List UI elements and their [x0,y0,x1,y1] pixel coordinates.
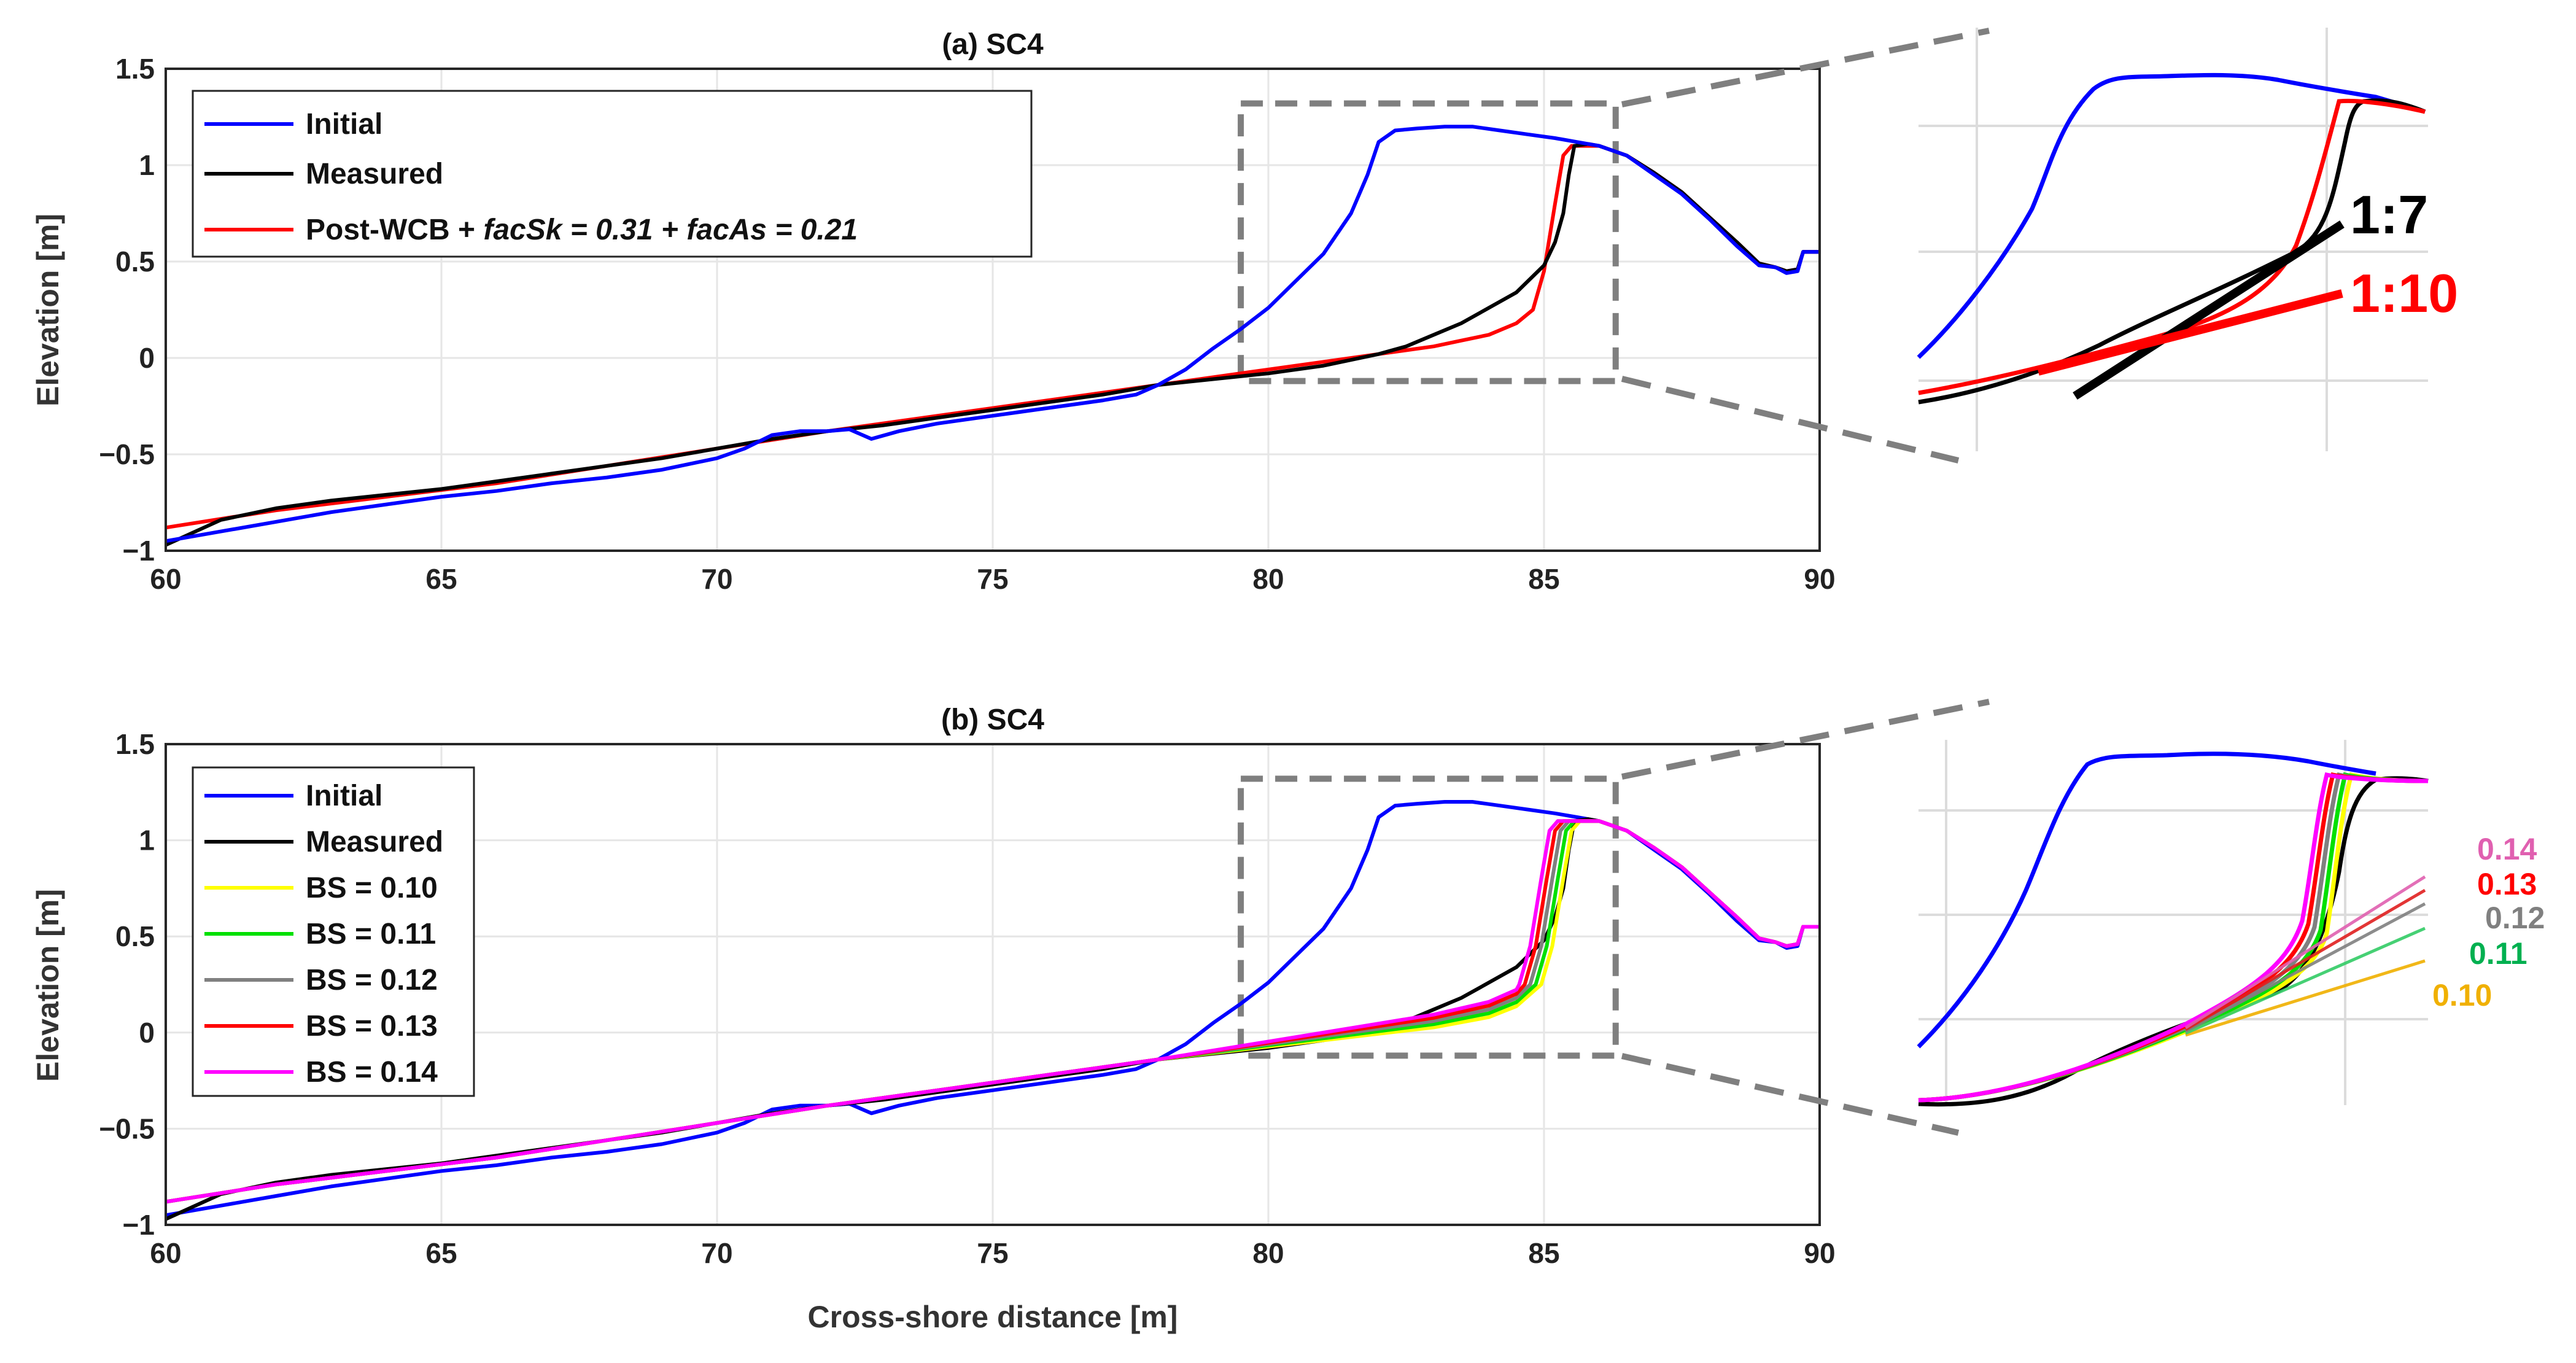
inset-b-initial-line [1917,751,2376,1049]
y-tick-label: 0.5 [115,920,155,952]
panel-a-legend-box [192,90,1033,258]
inset-a-label-1-10: 1:10 [2350,263,2458,324]
panel-b-title: (b) SC4 [941,704,1044,736]
panel-a-legend: Initial Measured Post-WCB + facSk = 0.31… [192,90,1033,258]
inset-a-connector-bottom [1621,376,1960,464]
inset-b-bs014-line [1918,772,2429,1103]
inset-a-label-1-7: 1:7 [2350,184,2428,245]
y-tick-label: 1.5 [115,728,155,760]
panel-b-zoom-box [1238,775,1619,1059]
legend-a-model-label: Post-WCB + facSk = 0.31 + facAs = 0.21 [306,214,858,246]
y-tick-label: 1 [139,149,155,181]
y-tick-label: 0.5 [115,246,155,278]
y-tick-label: 0 [139,342,155,374]
legend-a-model-prefix: Post-WCB + [306,214,483,246]
legend-a-initial-label: Initial [306,108,382,141]
inset-b-label-011: 0.11 [2469,936,2528,971]
panel-b: 60 65 70 75 80 85 90 −1 −0.5 0 0.5 1 1.5 (b) SC4 Ele… [31,699,2545,1334]
panel-b-legend: Initial Measured BS = 0.10 BS = 0.11 BS … [192,766,475,1097]
x-tick-label: 90 [1804,563,1835,595]
legend-a-measured-label: Measured [306,158,443,190]
panel-a: 60 65 70 75 80 85 90 −1 −0.5 0 0.5 1 1.5 (a) SC4 Ele… [31,28,2458,595]
panel-a-inset: 1:7 1:10 [1621,28,2458,464]
x-tick-label: 90 [1804,1237,1835,1269]
panel-b-axes-frame [165,743,1821,1226]
inset-a-slope-1-7 [2073,220,2345,400]
panel-a-title: (a) SC4 [942,28,1044,61]
zoom-box [1238,100,1619,384]
x-tick-label: 80 [1252,1237,1284,1269]
panel-a-series [165,125,1820,547]
x-tick-label: 85 [1528,563,1559,595]
inset-b-label-014: 0.14 [2477,832,2537,866]
y-tick-label: 1 [139,825,155,856]
legend-b-initial-label: Initial [306,780,382,812]
legend-a-model-facsk: facSk [483,214,563,246]
y-tick-label: 0 [139,1017,155,1049]
legend-b-bs010-label: BS = 0.10 [306,872,438,904]
inset-a-initial-line [1917,72,2426,359]
x-tick-label: 65 [425,563,457,595]
inset-b-bs013-line [1918,772,2429,1103]
inset-b-connector-top [1621,699,1990,780]
zoom-box [1238,775,1619,1059]
inset-b-slope-010 [2185,959,2426,1037]
inset-b-label-010: 0.10 [2432,978,2492,1012]
y-tick-label: −0.5 [99,1113,155,1144]
x-tick-label: 70 [701,1237,732,1269]
x-tick-label: 65 [425,1237,457,1269]
legend-a-model-facas-val: = 0.21 [767,214,858,246]
legend-b-measured-label: Measured [306,826,443,858]
series-line-a-initial [165,125,1820,543]
inset-b-label-012: 0.12 [2485,901,2545,935]
inset-a-connector-top [1621,28,1990,107]
x-tick-label: 85 [1528,1237,1559,1269]
legend-b-bs011-label: BS = 0.11 [306,918,436,950]
panel-b-inset: 0.14 0.13 0.12 0.11 0.10 [1621,699,2545,1136]
inset-b-slope-011 [2184,926,2426,1035]
x-tick-label: 75 [977,563,1008,595]
x-tick-label: 75 [977,1237,1008,1269]
legend-b-bs014-label: BS = 0.14 [306,1056,438,1089]
inset-b-bs011-line [1918,772,2429,1103]
panel-a-ticks: 60 65 70 75 80 85 90 −1 −0.5 0 0.5 1 1.5 [99,53,1835,595]
y-tick-label: −0.5 [99,438,155,470]
legend-b-bs013-label: BS = 0.13 [306,1010,438,1043]
panel-b-xlabel: Cross-shore distance [m] [808,1300,1178,1334]
panel-b-ticks: 60 65 70 75 80 85 90 −1 −0.5 0 0.5 1 1.5 [99,728,1835,1269]
inset-b-bs010-line [1918,772,2429,1103]
series-line-b-bs-0-14 [165,819,1820,1204]
x-tick-label: 80 [1252,563,1284,595]
inset-a-model-line [1918,98,2426,395]
inset-b-measured-line [1918,776,2429,1107]
inset-b-slope-012 [2184,902,2426,1033]
x-tick-label: 70 [701,563,732,595]
legend-b-bs012-label: BS = 0.12 [306,964,438,996]
legend-a-model-facsk-val: = 0.31 + [562,214,686,246]
panel-b-legend-box [192,766,475,1097]
x-tick-label: 60 [150,563,181,595]
inset-b-slope-013 [2184,888,2426,1031]
inset-a-slope-1-10 [2037,289,2343,376]
panel-b-series [165,800,1820,1221]
inset-b-label-013: 0.13 [2477,867,2537,901]
y-tick-label: 1.5 [115,53,155,85]
x-tick-label: 60 [150,1237,181,1269]
panel-a-zoom-box [1238,100,1619,384]
panel-a-axes-frame [165,68,1821,552]
legend-a-model-facas: facAs [686,214,767,246]
panel-b-ylabel: Elevation [m] [31,889,65,1082]
panel-a-ylabel: Elevation [m] [31,214,65,406]
inset-b-bs012-line [1918,772,2429,1103]
y-tick-label: −1 [123,1209,155,1241]
inset-b-connector-bottom [1621,1053,1960,1136]
y-tick-label: −1 [123,535,155,567]
inset-b-slope-014 [2184,875,2426,1030]
